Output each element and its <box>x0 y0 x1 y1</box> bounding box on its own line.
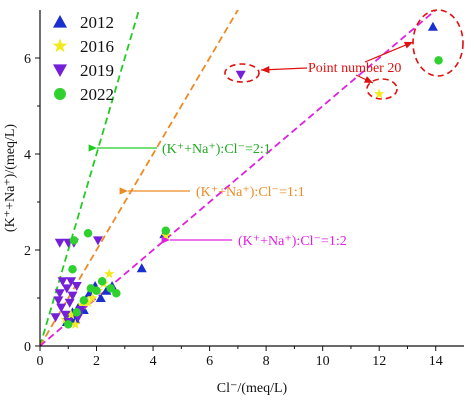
legend-label-2012: 2012 <box>80 13 114 32</box>
x-tick-label: 6 <box>206 354 213 369</box>
data-point-2016 <box>65 309 77 320</box>
data-point-2019 <box>50 313 61 323</box>
data-point-2016 <box>82 297 94 308</box>
highlight-ellipse-top-right <box>412 9 464 77</box>
data-point-2019 <box>57 277 68 287</box>
data-point-2019 <box>64 298 75 308</box>
x-tick-label: 12 <box>372 354 386 369</box>
data-point-2022 <box>68 264 77 274</box>
data-point-2022 <box>79 296 89 305</box>
data-points <box>50 21 443 329</box>
series-2022 <box>64 56 443 329</box>
data-point-2019 <box>67 291 78 301</box>
point-20-annotation: Point number 20 <box>224 9 464 100</box>
data-point-2019 <box>56 303 67 313</box>
data-point-2016 <box>77 299 88 310</box>
x-tick-label: 8 <box>263 354 270 369</box>
data-point-2012 <box>427 21 438 31</box>
data-point-2016 <box>373 88 385 99</box>
data-point-2019 <box>75 306 86 315</box>
x-tick-label: 4 <box>150 354 157 369</box>
data-point-2022 <box>112 288 121 298</box>
y-tick-label: 2 <box>24 244 31 259</box>
tick-labels: 0 2 4 6 8 10 12 14 0 2 4 6 <box>24 52 443 369</box>
series-2019 <box>50 70 246 327</box>
data-point-2019 <box>235 70 246 80</box>
data-point-2012 <box>95 293 106 302</box>
data-point-2012 <box>101 285 112 295</box>
data-point-2019 <box>92 236 103 246</box>
data-point-2019 <box>66 277 77 287</box>
y-tick-label: 4 <box>24 148 31 163</box>
data-point-2022 <box>161 226 171 236</box>
x-tick-label: 14 <box>429 354 443 369</box>
ratio-label-2to1-text: (K⁺+Na⁺):Cl⁻=2:1 <box>162 142 271 157</box>
data-point-2022 <box>92 286 101 296</box>
axes <box>35 10 464 351</box>
data-point-2016 <box>104 268 115 279</box>
data-point-2022 <box>72 308 81 317</box>
highlight-ellipse-2016 <box>366 78 398 100</box>
ratio-label-1to2-text: (K⁺+Na⁺):Cl⁻=1:2 <box>238 234 347 249</box>
data-point-2019 <box>71 282 82 291</box>
data-point-2019 <box>54 289 65 299</box>
data-point-2019 <box>61 284 72 294</box>
data-point-2016 <box>70 318 81 329</box>
x-axis-title: Cl⁻/(meq/L) <box>217 381 288 396</box>
legend-marker-2016 <box>52 38 68 53</box>
data-point-2016 <box>87 292 98 303</box>
data-point-2022 <box>106 284 115 293</box>
legend-marker-2022 <box>54 88 66 100</box>
data-point-2019 <box>53 296 64 306</box>
x-tick-label: 0 <box>37 354 44 369</box>
data-point-2022 <box>64 320 73 329</box>
ratio-label-2to1: (K⁺+Na⁺):Cl⁻=2:1 <box>88 142 271 157</box>
highlight-ellipse-2019 <box>224 63 260 83</box>
ratio-label-1to1: (K⁺+Na⁺):Cl⁻=1:1 <box>119 185 305 200</box>
legend-marker-2019 <box>53 64 67 77</box>
x-tick-label: 10 <box>316 354 330 369</box>
y-tick-label: 6 <box>24 52 31 67</box>
y-axis-title: (K⁺+Na⁺)/(meq/L) <box>3 124 18 233</box>
legend-label-2016: 2016 <box>80 37 114 56</box>
point-20-label: Point number 20 <box>308 61 401 76</box>
data-point-2022 <box>97 276 107 286</box>
legend-marker-2012 <box>53 15 67 28</box>
legend-label-2022: 2022 <box>80 85 114 104</box>
data-point-2022 <box>434 56 443 65</box>
ratio-label-1to1-text: (K⁺+Na⁺):Cl⁻=1:1 <box>196 185 305 200</box>
legend-label-2019: 2019 <box>80 61 114 80</box>
data-point-2022 <box>83 228 93 238</box>
ratio-label-1to2: (K⁺+Na⁺):Cl⁻=1:2 <box>161 234 347 249</box>
y-tick-label: 0 <box>24 340 31 355</box>
data-point-2022 <box>69 236 79 245</box>
data-point-2019 <box>60 310 71 320</box>
data-point-2016 <box>160 230 172 241</box>
data-point-2012 <box>136 263 147 273</box>
data-point-2019 <box>54 238 65 248</box>
x-tick-label: 2 <box>93 354 100 369</box>
legend: 2012 2016 2019 2022 <box>52 13 114 104</box>
